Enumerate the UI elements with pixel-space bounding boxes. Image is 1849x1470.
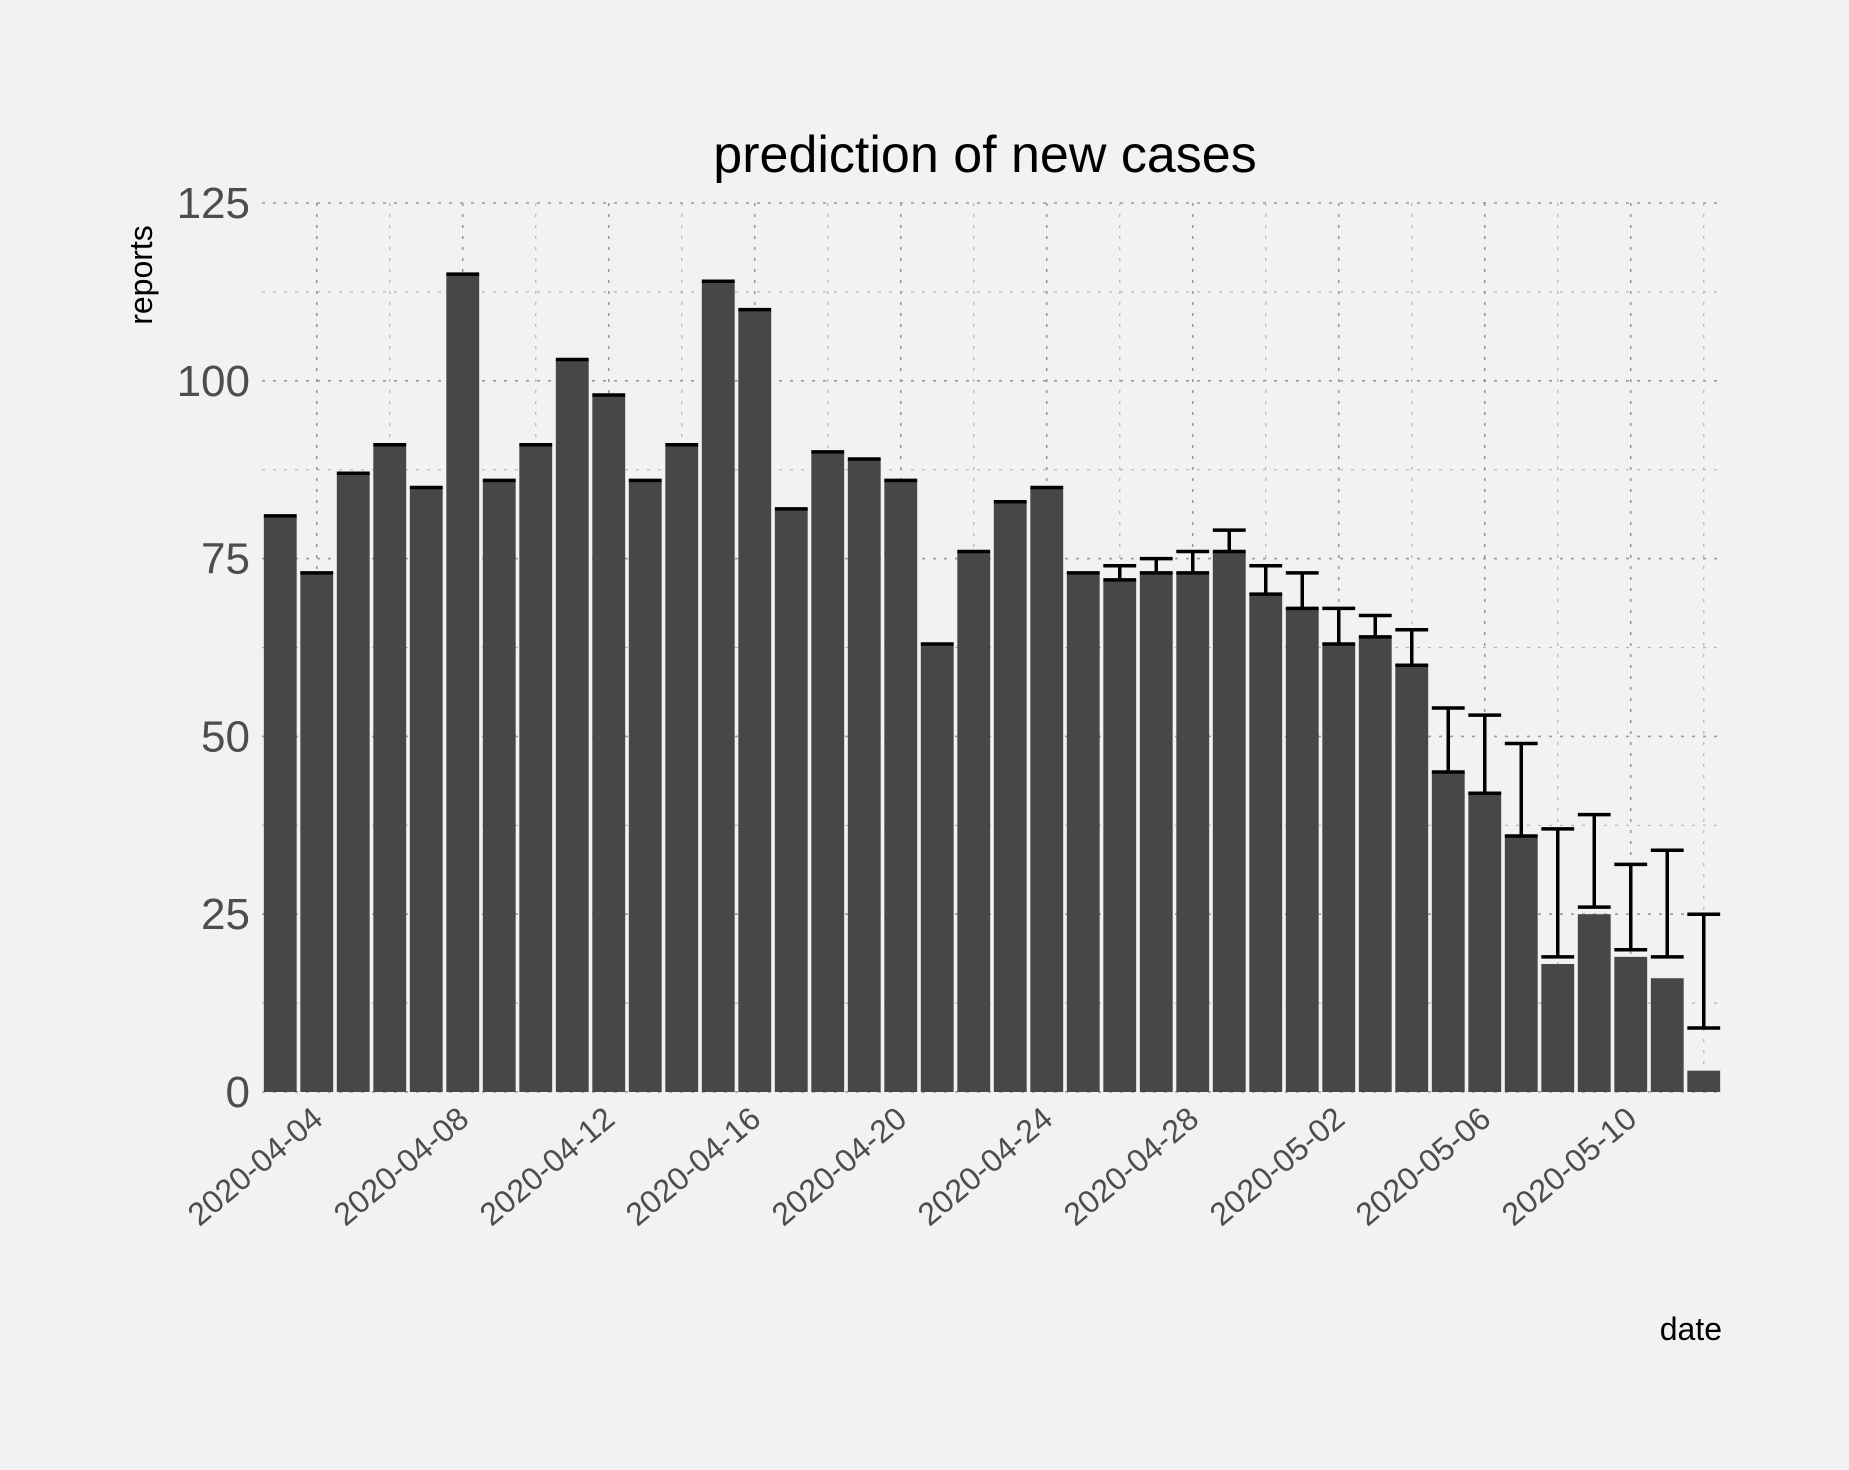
y-tick-label: 100 <box>177 357 250 406</box>
x-tick-label: 2020-04-08 <box>327 1100 476 1233</box>
bar-2020-04-14 <box>665 444 699 1093</box>
error-bar-2020-04-28 <box>1176 549 1210 575</box>
y-tick-label: 25 <box>201 890 250 939</box>
bar-2020-04-09 <box>482 480 516 1092</box>
error-bar-2020-04-27 <box>1139 556 1173 575</box>
y-tick-label: 125 <box>177 179 250 228</box>
bar-2020-04-03 <box>263 515 297 1092</box>
x-axis-title: date <box>1660 1311 1722 1347</box>
error-bar-2020-04-30 <box>1249 563 1283 596</box>
bar-2020-04-12 <box>592 395 626 1092</box>
grid-lines <box>262 202 1722 1093</box>
error-bar-2020-05-04 <box>1395 627 1429 668</box>
bar-2020-04-11 <box>555 359 589 1092</box>
chart-title: prediction of new cases <box>713 126 1256 184</box>
bar-2020-04-29 <box>1212 551 1246 1092</box>
bar-2020-04-08 <box>446 274 480 1092</box>
bar-2020-04-26 <box>1103 579 1137 1092</box>
error-bars-group <box>263 272 1721 1030</box>
bar-2020-04-30 <box>1249 594 1283 1092</box>
bar-2020-05-01 <box>1285 608 1319 1092</box>
bar-2020-05-07 <box>1504 835 1538 1092</box>
bar-2020-04-17 <box>774 508 808 1092</box>
bar-2020-04-20 <box>884 480 918 1092</box>
y-axis-title: reports <box>123 225 159 325</box>
error-bar-2020-05-08 <box>1541 827 1575 959</box>
bar-2020-04-23 <box>993 501 1027 1093</box>
y-tick-label: 75 <box>201 535 250 584</box>
bar-2020-05-11 <box>1650 978 1684 1092</box>
bar-2020-05-10 <box>1614 956 1648 1092</box>
bar-2020-04-28 <box>1176 572 1210 1092</box>
bar-2020-04-19 <box>847 459 881 1093</box>
error-bar-2020-04-26 <box>1103 563 1137 582</box>
error-bar-2020-05-09 <box>1577 812 1611 909</box>
bar-2020-04-07 <box>409 487 443 1093</box>
bar-2020-04-25 <box>1066 572 1100 1092</box>
x-tick-labels: 2020-04-042020-04-082020-04-122020-04-16… <box>181 1100 1644 1233</box>
x-tick-label: 2020-04-12 <box>473 1100 622 1233</box>
y-tick-labels: 0 25 50 75 100 125 <box>177 179 250 1117</box>
error-bar-2020-05-12 <box>1687 912 1721 1030</box>
bar-2020-05-02 <box>1322 643 1356 1092</box>
error-bar-2020-04-29 <box>1212 528 1246 554</box>
y-tick-label: 50 <box>201 712 250 761</box>
bar-2020-05-03 <box>1358 636 1392 1092</box>
error-bar-2020-05-03 <box>1358 613 1392 639</box>
bar-2020-05-12 <box>1687 1070 1721 1092</box>
x-tick-label: 2020-04-28 <box>1057 1100 1206 1233</box>
bars-group <box>263 274 1721 1093</box>
x-tick-label: 2020-04-24 <box>911 1100 1060 1233</box>
bar-2020-04-24 <box>1030 487 1064 1093</box>
bar-2020-04-22 <box>957 551 991 1092</box>
x-tick-label: 2020-04-20 <box>765 1100 914 1233</box>
bar-2020-04-06 <box>373 444 407 1093</box>
error-bar-2020-05-02 <box>1322 606 1356 646</box>
x-tick-label: 2020-05-06 <box>1349 1100 1498 1233</box>
bar-2020-05-06 <box>1468 793 1502 1092</box>
x-tick-label: 2020-04-04 <box>181 1100 330 1233</box>
x-tick-label: 2020-05-10 <box>1495 1100 1644 1233</box>
bar-2020-04-13 <box>628 480 662 1092</box>
error-bar-2020-05-11 <box>1650 848 1684 959</box>
bar-2020-04-27 <box>1139 572 1173 1092</box>
x-tick-label: 2020-04-16 <box>619 1100 768 1233</box>
bar-2020-05-05 <box>1431 771 1465 1092</box>
bar-2020-05-04 <box>1395 665 1429 1092</box>
y-tick-label: 0 <box>226 1068 250 1117</box>
bar-2020-04-10 <box>519 444 553 1093</box>
error-bar-2020-05-01 <box>1285 571 1319 611</box>
error-bar-2020-05-07 <box>1504 741 1538 838</box>
bar-2020-04-15 <box>701 281 735 1092</box>
bar-2020-04-05 <box>336 473 370 1093</box>
bar-2020-04-16 <box>738 309 772 1092</box>
bar-2020-04-04 <box>300 572 334 1092</box>
bar-2020-04-21 <box>920 643 954 1092</box>
bar-2020-04-18 <box>811 451 845 1092</box>
bar-2020-05-08 <box>1541 963 1575 1092</box>
error-bar-2020-05-05 <box>1431 706 1465 774</box>
x-tick-label: 2020-05-02 <box>1203 1100 1352 1233</box>
bar-2020-05-09 <box>1577 914 1611 1092</box>
error-bar-2020-05-10 <box>1614 862 1648 952</box>
error-bar-2020-05-06 <box>1468 713 1502 796</box>
